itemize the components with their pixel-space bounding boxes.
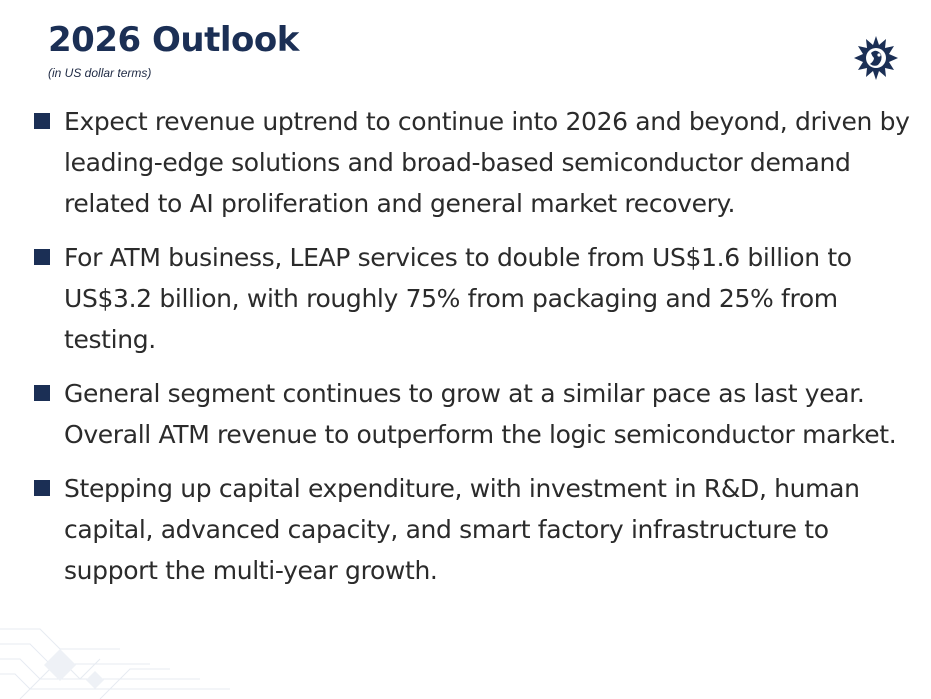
bullet-text: General segment continues to grow at a s… xyxy=(64,379,897,449)
bullet-text: Stepping up capital expenditure, with in… xyxy=(64,474,860,585)
bullet-item: For ATM business, LEAP services to doubl… xyxy=(32,237,912,360)
bullet-text: For ATM business, LEAP services to doubl… xyxy=(64,243,852,354)
square-bullet-icon xyxy=(34,385,50,401)
bullet-list: Expect revenue uptrend to continue into … xyxy=(32,101,912,604)
page-title: 2026 Outlook xyxy=(48,20,299,60)
bullet-item: General segment continues to grow at a s… xyxy=(32,373,912,455)
bullet-text: Expect revenue uptrend to continue into … xyxy=(64,107,910,218)
circuit-pattern-decoration xyxy=(0,628,230,699)
square-bullet-icon xyxy=(34,113,50,129)
page-subtitle: (in US dollar terms) xyxy=(48,66,152,80)
bullet-item: Stepping up capital expenditure, with in… xyxy=(32,468,912,591)
square-bullet-icon xyxy=(34,480,50,496)
sunburst-face-logo-icon xyxy=(854,36,898,80)
square-bullet-icon xyxy=(34,249,50,265)
bullet-item: Expect revenue uptrend to continue into … xyxy=(32,101,912,224)
